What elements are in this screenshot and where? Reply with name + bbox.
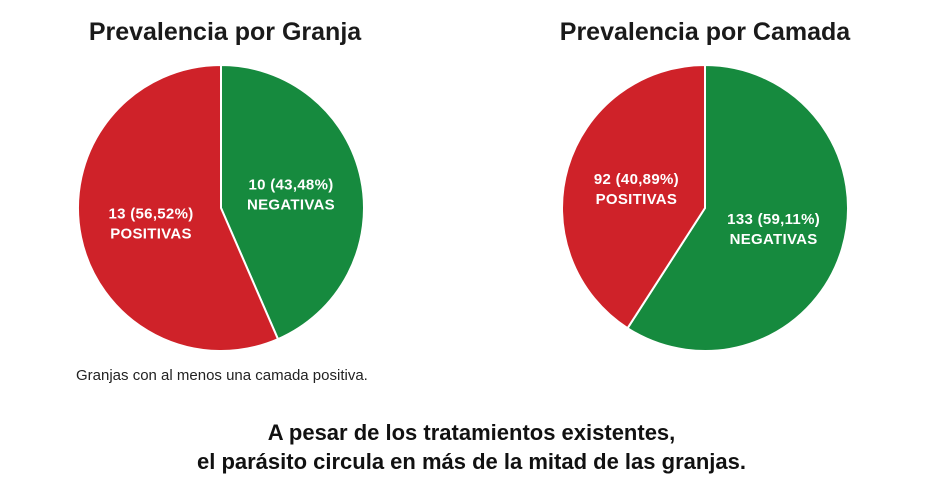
pie-camada-value-negativas: 133 (59,11%) [727, 211, 820, 228]
chart-prevalencia-camada: Prevalencia por Camada 133 (59,11%) NEGAT… [540, 0, 870, 400]
pie-camada-category-positivas: POSITIVAS [596, 191, 678, 208]
pie-camada-category-negativas: NEGATIVAS [730, 231, 818, 248]
pie-granja-category-positivas: POSITIVAS [110, 226, 192, 243]
caption-line-1: A pesar de los tratamientos existentes, [267, 420, 676, 445]
pie-camada: 133 (59,11%) NEGATIVAS 92 (40,89%) POSITIVA… [561, 63, 849, 352]
chart-title-granja: Prevalencia por Granja [88, 18, 362, 46]
chart-prevalencia-granja: Prevalencia por Granja 10 (43,48%) NEGATI… [60, 0, 390, 400]
pie-camada-slice-positivas [561, 63, 706, 330]
pie-camada-slice-negativas [626, 63, 849, 352]
pie-granja-value-negativas: 10 (43,48%) [248, 177, 333, 194]
chart-note-granja: Granjas con al menos una camada positiva… [76, 367, 368, 384]
pie-granja-value-positivas: 13 (56,52%) [108, 206, 193, 223]
pie-granja: 10 (43,48%) NEGATIVAS 13 (56,52%) POSITIVAS [77, 63, 365, 352]
pie-granja-label-negativas: 10 (43,48%) NEGATIVAS [247, 177, 335, 214]
chart-title-camada: Prevalencia por Camada [559, 18, 851, 46]
pie-granja-slice-negativas [220, 63, 365, 341]
pie-camada-value-positivas: 92 (40,89%) [594, 171, 679, 188]
caption: A pesar de los tratamientos existentes, … [0, 418, 943, 476]
pie-granja-slice-positivas [77, 63, 280, 352]
pie-granja-label-positivas: 13 (56,52%) POSITIVAS [108, 206, 193, 243]
pie-camada-label-positivas: 92 (40,89%) POSITIVAS [594, 171, 679, 208]
pie-camada-label-negativas: 133 (59,11%) NEGATIVAS [727, 211, 820, 248]
caption-line-2: el parásito circula en más de la mitad d… [196, 449, 746, 474]
pie-granja-category-negativas: NEGATIVAS [247, 197, 335, 214]
